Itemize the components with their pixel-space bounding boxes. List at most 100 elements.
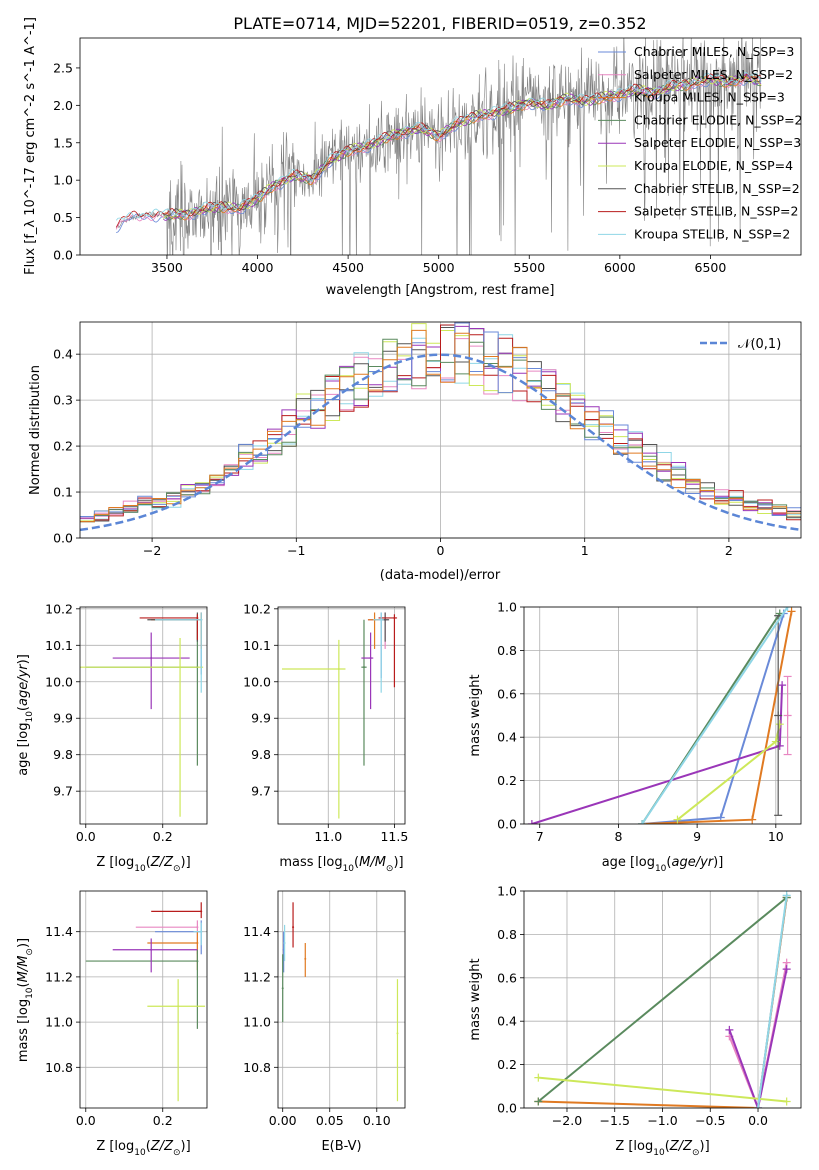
age-vs-z-panel: 0.0 0.2 9.7 9.8 9.9 10.0 10.1 10.2 Z [log10(Z/Z⊙… bbox=[16, 601, 208, 874]
mass-vs-ebv-ytick-label: 11.2 bbox=[243, 969, 271, 984]
mass-vs-ebv-point bbox=[396, 1032, 399, 1035]
spectrum-model-line bbox=[163, 75, 762, 217]
mw-vs-age-marker bbox=[778, 681, 787, 690]
age-vs-z-ytick-label: 9.8 bbox=[53, 747, 73, 762]
mw-vs-z-series-line bbox=[537, 896, 788, 1103]
mw-vs-z-series-line bbox=[728, 968, 788, 1108]
spectrum-xtick-label: 3500 bbox=[151, 260, 183, 275]
mass-vs-ebv-point bbox=[283, 941, 286, 944]
age-vs-mass-point bbox=[393, 616, 396, 619]
mw-vs-age-xtick-label: 10 bbox=[768, 829, 784, 844]
mass-vs-z-ytick-label: 11.2 bbox=[45, 969, 73, 984]
mass-vs-z-ytick-label: 11.0 bbox=[45, 1015, 73, 1030]
age-vs-z-point bbox=[200, 618, 203, 621]
mw-vs-age-ytick-label: 0.2 bbox=[497, 773, 517, 788]
residuals-ytick-label: 0.4 bbox=[53, 347, 73, 362]
age-vs-mass-ytick-label: 9.9 bbox=[251, 711, 271, 726]
age-vs-mass-point bbox=[380, 618, 383, 621]
residuals-xtick-label: 1 bbox=[581, 543, 589, 558]
mw-vs-z-marker bbox=[534, 1097, 543, 1106]
mw-vs-age-plot-area bbox=[527, 607, 796, 824]
age-vs-mass-xtick-label: 11.5 bbox=[380, 829, 408, 844]
mw-vs-z-marker bbox=[725, 1025, 734, 1034]
spectrum-ytick-label: 2.0 bbox=[53, 98, 73, 113]
spectrum-ylabel: Flux [f_λ 10^-17 erg cm^-2 s^-1 A^-1] bbox=[23, 17, 38, 275]
mw-vs-z-ytick-label: 1.0 bbox=[497, 884, 517, 899]
mass-vs-ebv-point bbox=[304, 957, 307, 960]
residuals-ytick-label: 0.0 bbox=[53, 531, 73, 546]
spectrum-panel: 3500 4000 4500 5000 5500 6000 6500 0.0 0.5 1.0 1.5… bbox=[23, 17, 803, 298]
mw-vs-z-xtick-label: −1.0 bbox=[647, 1113, 677, 1128]
age-vs-z-point bbox=[196, 616, 199, 619]
age-vs-mass-xtick-label: 11.0 bbox=[314, 829, 342, 844]
mw-vs-z-xtick-label: 0.0 bbox=[748, 1113, 768, 1128]
mw-vs-age-ytick-label: 0.6 bbox=[497, 686, 517, 701]
spectrum-ytick-label: 1.5 bbox=[53, 135, 73, 150]
age-vs-mass-point bbox=[337, 668, 340, 670]
mw-vs-z-frame bbox=[523, 890, 802, 1109]
age-vs-z-ytick-label: 10.2 bbox=[45, 601, 73, 616]
legend-label: Salpeter STELIB, N_SSP=2 bbox=[634, 204, 798, 219]
age-vs-z-frame bbox=[79, 606, 208, 825]
mass-vs-z-frame bbox=[79, 890, 208, 1109]
mw-vs-age-marker bbox=[775, 741, 784, 750]
mass-vs-z-panel: 0.0 0.2 10.8 11.0 11.2 11.4 Z [log10(Z/Z⊙)] mas… bbox=[16, 890, 208, 1158]
gaussian-curve bbox=[80, 353, 801, 532]
mw-vs-age-series-line bbox=[641, 607, 789, 824]
legend-label: Kroupa STELIB, N_SSP=2 bbox=[634, 226, 790, 241]
mass-vs-z-point bbox=[196, 926, 199, 929]
legend-label: Kroupa ELODIE, N_SSP=4 bbox=[634, 158, 793, 173]
age-vs-z-point bbox=[179, 666, 182, 669]
residuals-ytick-label: 0.2 bbox=[53, 439, 73, 454]
spectrum-plot-area bbox=[115, 38, 762, 255]
mass-vs-ebv-frame bbox=[277, 890, 406, 1109]
residual-histogram bbox=[80, 322, 801, 523]
residual-histogram bbox=[80, 338, 801, 523]
mass-vs-z-point bbox=[196, 960, 199, 963]
mw-vs-age-marker bbox=[787, 607, 796, 616]
legend-label: 𝒩(0,1) bbox=[738, 337, 781, 352]
mw-vs-age-xtick-label: 7 bbox=[536, 829, 544, 844]
mw-vs-age-marker bbox=[527, 820, 536, 824]
spectrum-model-line bbox=[163, 75, 762, 220]
mw-vs-z-ylabel: mass weight bbox=[468, 958, 483, 1040]
legend-label: Kroupa MILES, N_SSP=3 bbox=[634, 90, 785, 105]
mw-vs-age-xlabel: age [log10(age/yr)] bbox=[602, 855, 724, 874]
mw-vs-z-xtick-label: −1.5 bbox=[600, 1113, 630, 1128]
mw-vs-z-plot-area bbox=[534, 891, 791, 1108]
age-vs-mass-ytick-label: 10.2 bbox=[243, 601, 271, 616]
spectrum-ytick-label: 0.0 bbox=[53, 248, 73, 263]
spectrum-xtick-label: 4500 bbox=[332, 260, 364, 275]
residuals-xtick-label: 2 bbox=[725, 543, 733, 558]
legend-label: Chabrier STELIB, N_SSP=2 bbox=[634, 181, 800, 196]
residuals-ylabel: Normed distribution bbox=[28, 365, 43, 495]
residuals-xlabel: (data-model)/error bbox=[380, 568, 501, 583]
age-vs-z-ytick-label: 9.9 bbox=[53, 711, 73, 726]
age-vs-mass-point bbox=[369, 657, 372, 660]
mw-vs-age-xtick-label: 8 bbox=[614, 829, 622, 844]
residual-histogram bbox=[80, 329, 801, 523]
mw-vs-z-marker bbox=[534, 1073, 543, 1082]
age-vs-mass-ytick-label: 9.7 bbox=[251, 784, 271, 799]
age-vs-z-ytick-label: 10.1 bbox=[45, 638, 73, 653]
mass-vs-z-point bbox=[196, 941, 199, 944]
spectrum-ytick-label: 0.5 bbox=[53, 210, 73, 225]
residuals-xtick-label: 0 bbox=[437, 543, 445, 558]
residuals-ytick-label: 0.1 bbox=[53, 485, 73, 500]
mw-vs-z-ytick-label: 0.2 bbox=[497, 1057, 517, 1072]
residuals-panel: −2 −1 0 1 2 0.0 0.1 0.2 0.3 0.4 𝒩(0,1) (data-model)… bbox=[28, 321, 802, 583]
age-vs-mass-xlabel: mass [log10(M/M⊙)] bbox=[279, 855, 403, 874]
spectrum-model-line bbox=[115, 71, 762, 221]
mass-vs-ebv-ytick-label: 11.0 bbox=[243, 1015, 271, 1030]
mw-vs-age-marker bbox=[673, 815, 682, 824]
mass-vs-z-ytick-label: 11.4 bbox=[45, 924, 73, 939]
mw-vs-z-ytick-label: 0.6 bbox=[497, 970, 517, 985]
legend-label: Salpeter MILES, N_SSP=2 bbox=[634, 67, 793, 82]
age-vs-z-xtick-label: 0.0 bbox=[76, 829, 96, 844]
mass-vs-ebv-ytick-label: 10.8 bbox=[243, 1060, 271, 1075]
mw-vs-z-ytick-label: 0.8 bbox=[497, 927, 517, 942]
age-vs-z-ytick-label: 10.0 bbox=[45, 674, 73, 689]
mass-vs-z-plot-area bbox=[85, 902, 206, 1102]
mass-vs-ebv-ytick-label: 11.4 bbox=[243, 924, 271, 939]
